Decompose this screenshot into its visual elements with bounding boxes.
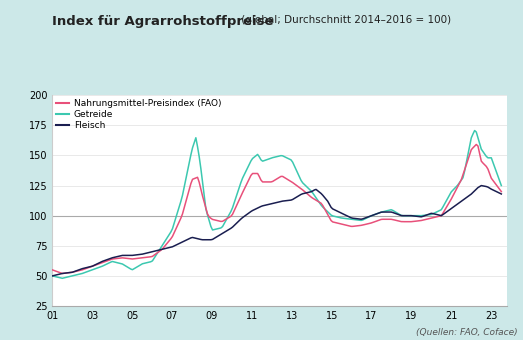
- Legend: Nahrungsmittel-Preisindex (FAO), Getreide, Fleisch: Nahrungsmittel-Preisindex (FAO), Getreid…: [52, 95, 225, 134]
- Text: Index für Agrarrohstoffpreise: Index für Agrarrohstoffpreise: [52, 15, 274, 28]
- Text: (global; Durchschnitt 2014–2016 = 100): (global; Durchschnitt 2014–2016 = 100): [238, 15, 451, 25]
- Text: (Quellen: FAO, Coface): (Quellen: FAO, Coface): [416, 328, 518, 337]
